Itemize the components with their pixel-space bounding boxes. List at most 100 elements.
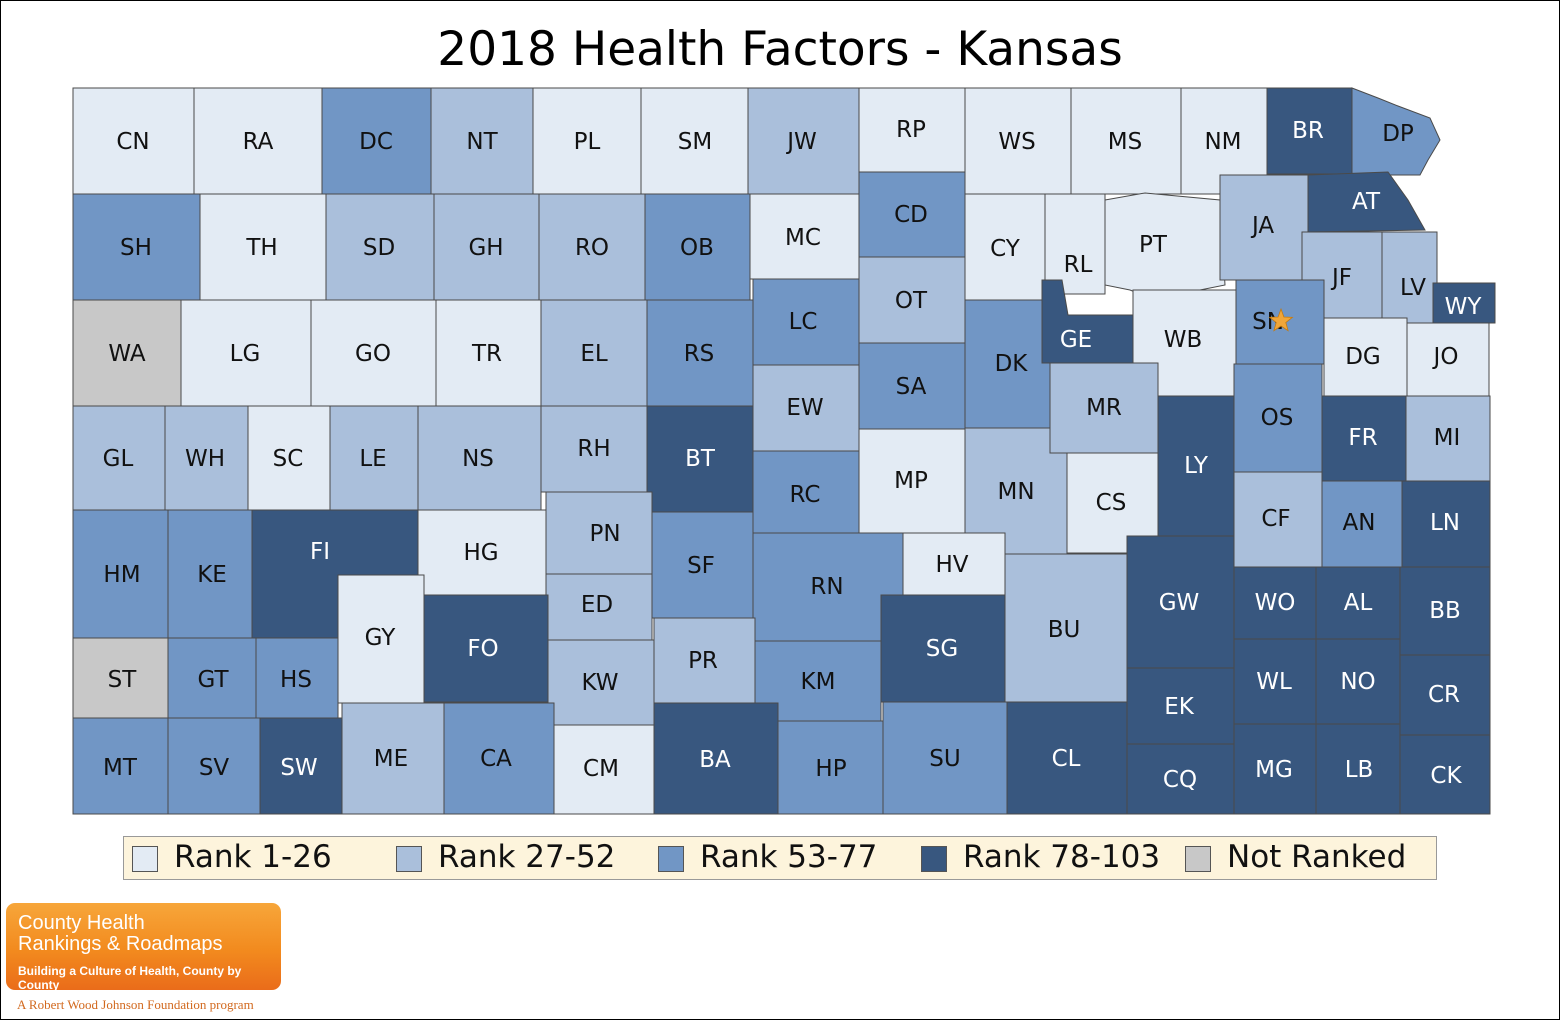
- county-label-wa: WA: [108, 341, 145, 367]
- county-label-st: ST: [108, 667, 138, 693]
- county-label-gt: GT: [197, 667, 229, 693]
- county-label-sg: SG: [926, 636, 958, 662]
- county-label-hv: HV: [935, 552, 968, 578]
- county-label-dg: DG: [1345, 344, 1381, 370]
- county-label-wb: WB: [1164, 327, 1203, 353]
- county-sc: [247, 405, 331, 511]
- county-label-jf: JF: [1330, 265, 1352, 291]
- county-label-os: OS: [1261, 405, 1294, 431]
- county-rs: [646, 299, 754, 407]
- county-label-gl: GL: [103, 446, 134, 472]
- county-label-sa: SA: [896, 374, 927, 400]
- county-th: [199, 193, 327, 301]
- county-label-cs: CS: [1096, 490, 1127, 516]
- county-nt: [430, 87, 534, 195]
- county-label-gw: GW: [1159, 590, 1200, 616]
- county-label-tr: TR: [471, 341, 502, 367]
- county-me: [341, 702, 445, 815]
- county-label-bt: BT: [685, 446, 716, 472]
- county-label-dp: DP: [1382, 121, 1414, 147]
- county-lc: [752, 278, 860, 366]
- county-label-hs: HS: [280, 667, 312, 693]
- county-label-cq: CQ: [1163, 767, 1197, 793]
- logo-sponsor-line: A Robert Wood Johnson Foundation program: [17, 997, 254, 1012]
- county-label-wo: WO: [1255, 590, 1296, 616]
- legend-label: Rank 27-52: [438, 839, 616, 875]
- county-rc: [752, 450, 860, 537]
- county-sa: [858, 342, 966, 430]
- county-label-sd: SD: [363, 235, 395, 261]
- map-title: 2018 Health Factors - Kansas: [437, 22, 1123, 77]
- county-label-no: NO: [1340, 669, 1375, 695]
- county-rl: [1044, 193, 1106, 295]
- legend-label: Rank 53-77: [700, 839, 878, 875]
- county-label-lv: LV: [1400, 275, 1426, 301]
- county-hp: [777, 720, 884, 815]
- county-label-ro: RO: [575, 235, 609, 261]
- county-label-bu: BU: [1048, 617, 1081, 643]
- county-bu: [1004, 553, 1128, 703]
- county-an: [1315, 480, 1403, 568]
- county-rn: [752, 532, 904, 642]
- county-label-sh: SH: [120, 235, 152, 261]
- county-label-jw: JW: [785, 129, 817, 155]
- county-label-cy: CY: [990, 236, 1021, 262]
- county-label-rp: RP: [896, 117, 926, 143]
- county-label-ke: KE: [197, 562, 227, 588]
- county-label-ms: MS: [1108, 129, 1142, 155]
- county-label-fo: FO: [467, 636, 498, 662]
- county-label-mt: MT: [103, 755, 138, 781]
- county-label-cn: CN: [116, 129, 149, 155]
- county-label-sw: SW: [280, 755, 317, 781]
- county-sg: [880, 594, 1006, 703]
- county-gw: [1126, 535, 1235, 669]
- county-ed: [545, 573, 653, 641]
- county-hv: [902, 532, 1006, 596]
- county-label-sm: SM: [678, 129, 712, 155]
- county-fr: [1321, 395, 1407, 482]
- county-wl: [1233, 638, 1317, 725]
- county-label-cr: CR: [1428, 682, 1460, 708]
- legend-swatch: [921, 846, 947, 872]
- county-ra: [193, 87, 323, 195]
- county-go: [310, 299, 437, 407]
- county-ln: [1401, 480, 1491, 568]
- county-label-ra: RA: [243, 129, 274, 155]
- county-label-su: SU: [929, 746, 960, 772]
- county-health-rankings-logo: County Health Rankings & Roadmaps Buildi…: [6, 903, 281, 992]
- county-label-pn: PN: [589, 521, 620, 547]
- county-label-hg: HG: [463, 540, 498, 566]
- county-cq: [1126, 743, 1235, 815]
- county-gt: [167, 637, 257, 719]
- county-label-ck: CK: [1430, 763, 1462, 789]
- legend-label: Not Ranked: [1227, 839, 1407, 875]
- county-sd: [325, 193, 435, 301]
- legend: Rank 1-26 Rank 27-52 Rank 53-77 Rank 78-103…: [123, 836, 1437, 880]
- county-label-an: AN: [1343, 510, 1376, 536]
- county-tr: [435, 299, 542, 407]
- county-label-km: KM: [801, 669, 836, 695]
- county-label-wh: WH: [185, 446, 225, 472]
- county-dg: [1323, 317, 1408, 397]
- county-label-ob: OB: [680, 235, 714, 261]
- county-no: [1315, 638, 1401, 725]
- county-label-mc: MC: [785, 225, 821, 251]
- county-cf: [1233, 471, 1323, 568]
- county-ba: [653, 702, 779, 815]
- county-kw: [547, 639, 655, 726]
- county-label-ws: WS: [998, 129, 1035, 155]
- county-label-ja: JA: [1250, 213, 1274, 239]
- county-label-el: EL: [580, 341, 608, 367]
- county-label-sv: SV: [199, 755, 230, 781]
- county-label-ek: EK: [1164, 694, 1195, 720]
- legend-swatch: [1185, 846, 1211, 872]
- county-label-ns: NS: [462, 446, 494, 472]
- county-bt: [646, 405, 754, 513]
- legend-label: Rank 1-26: [174, 839, 332, 875]
- legend-swatch: [132, 846, 158, 872]
- county-hg: [417, 509, 547, 596]
- county-sh: [72, 193, 201, 301]
- county-fo: [423, 594, 549, 703]
- county-label-gy: GY: [365, 625, 397, 651]
- county-ob: [644, 193, 751, 301]
